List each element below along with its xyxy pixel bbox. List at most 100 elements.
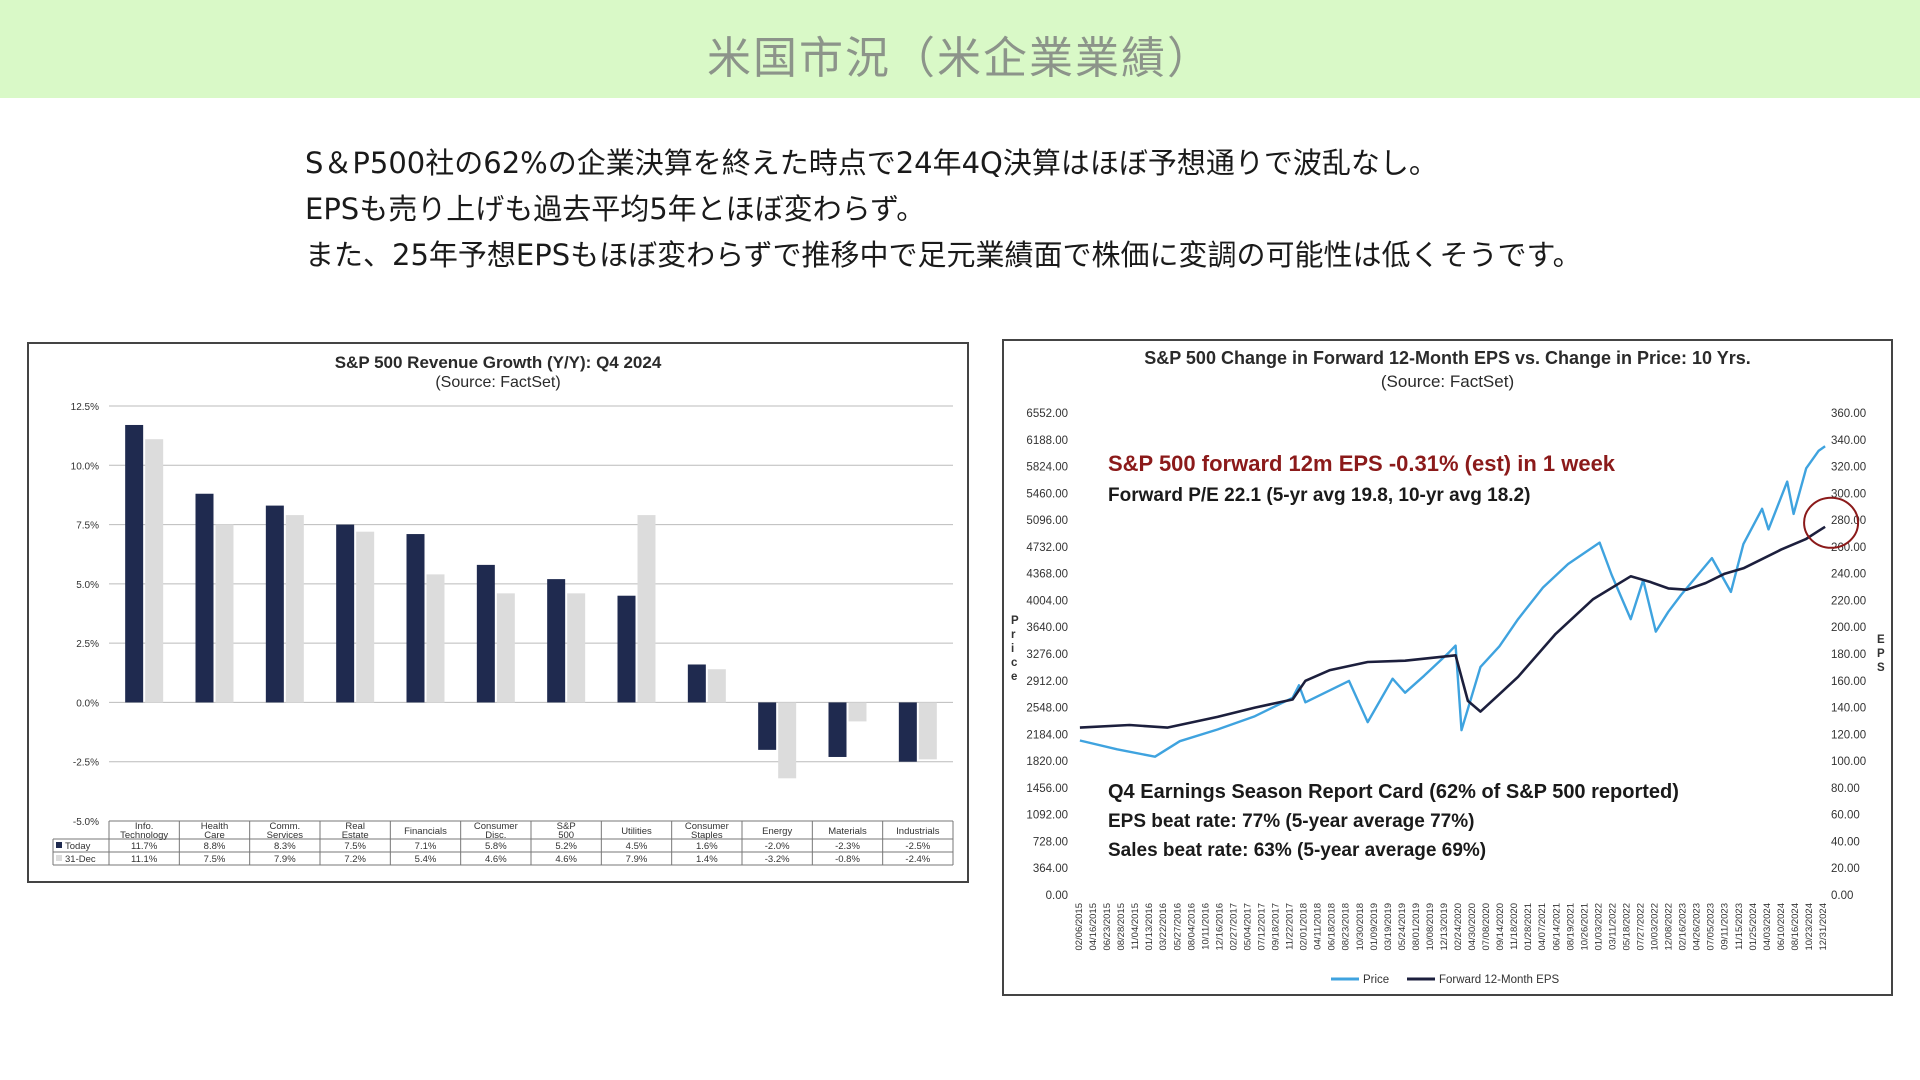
x-tick-label: 08/16/2024 [1790,903,1801,951]
x-tick-label: 11/04/2015 [1130,903,1141,950]
x-tick-label: 09/14/2020 [1495,903,1506,951]
y-tick-label: -2.5% [73,758,99,769]
x-tick-label: 10/08/2019 [1425,903,1436,951]
x-tick-label: 11/18/2020 [1509,903,1520,950]
y-left-axis-title: r [1011,629,1016,641]
x-tick-label: 08/23/2018 [1341,903,1352,951]
category-label: Real [345,821,365,832]
y-tick-label: 0.0% [76,698,99,709]
y-left-tick-label: 4004.00 [1026,595,1068,607]
data-label-dec31: 1.4% [696,854,718,865]
y-right-axis-title: S [1877,662,1885,674]
x-tick-label: 10/03/2022 [1650,903,1661,951]
x-tick-label: 04/16/2015 [1088,903,1099,951]
title-bar: 米国市況（米企業業績） [0,0,1920,98]
data-label-dec31: 5.4% [415,854,437,865]
legend-label-eps: Forward 12-Month EPS [1439,974,1559,986]
y-left-tick-label: 728.00 [1033,836,1068,848]
chart-subtitle: (Source: FactSet) [1381,372,1514,391]
price-line [1079,445,1826,758]
y-right-tick-label: 300.00 [1831,488,1866,500]
summary-line-3: また、25年予想EPSもほぼ変わらずで推移中で足元業績面で株価に変調の可能性は低… [305,238,1582,272]
bar-dec31 [145,439,164,703]
y-right-tick-label: 280.00 [1831,515,1866,527]
bar-today [617,595,636,703]
y-right-tick-label: 0.00 [1831,890,1853,902]
x-tick-label: 01/25/2024 [1748,903,1759,951]
data-label-today: 7.1% [415,841,437,852]
x-tick-label: 12/13/2019 [1439,903,1450,951]
bar-dec31 [567,593,586,703]
revenue-growth-chart: S&P 500 Revenue Growth (Y/Y): Q4 2024 (So… [27,342,969,883]
category-label: Consumer [685,821,729,832]
category-label: Materials [828,826,867,837]
data-label-today: 8.8% [204,841,226,852]
eps-vs-price-chart: S&P 500 Change in Forward 12-Month EPS v… [1002,339,1893,996]
annotation-sales-beat: Sales beat rate: 63% (5-year average 69%… [1108,840,1486,861]
category-label: Disc. [485,830,506,841]
data-label-today: 11.7% [131,841,158,852]
category-label: Comm. [270,821,301,832]
y-right-tick-label: 240.00 [1831,569,1866,581]
x-tick-label: 05/27/2016 [1172,903,1183,951]
page-title: 米国市況（米企業業績） [707,33,1213,84]
x-tick-label: 03/11/2022 [1607,903,1618,950]
bar-today [898,702,917,762]
x-tick-label: 02/06/2015 [1074,903,1085,951]
legend-label-today: Today [65,841,91,852]
y-left-axis-title: c [1011,657,1018,669]
bar-dec31 [707,669,726,703]
bar-dec31 [637,515,656,703]
category-label: Financials [404,826,447,837]
data-label-today: 4.5% [626,841,648,852]
data-label-dec31: 4.6% [485,854,507,865]
x-tick-label: 01/13/2016 [1144,903,1155,951]
y-right-tick-label: 260.00 [1831,542,1866,554]
y-tick-label: 10.0% [71,461,99,472]
legend-label-dec31: 31-Dec [65,854,96,865]
y-tick-label: 7.5% [76,521,99,532]
data-label-dec31: 7.9% [626,854,648,865]
bar-dec31 [426,574,445,703]
data-label-today: 5.2% [555,841,577,852]
y-right-tick-label: 100.00 [1831,756,1866,768]
x-tick-label: 10/26/2021 [1579,903,1590,951]
annotation-pe: Forward P/E 22.1 (5-yr avg 19.8, 10-yr a… [1108,485,1530,506]
category-label: Care [204,830,225,841]
legend-swatch-today [56,842,62,848]
y-left-tick-label: 0.00 [1046,890,1068,902]
y-right-tick-label: 20.00 [1831,863,1860,875]
y-right-tick-label: 40.00 [1831,836,1860,848]
x-tick-label: 06/14/2021 [1551,903,1562,951]
y-left-tick-label: 5824.00 [1026,462,1068,474]
x-tick-label: 08/04/2016 [1186,903,1197,951]
bar-dec31 [778,702,797,779]
x-tick-label: 07/12/2017 [1256,903,1267,951]
eps-vs-price-svg: S&P 500 Change in Forward 12-Month EPS v… [1011,348,1885,986]
data-label-dec31: 11.1% [131,854,158,865]
data-label-dec31: -2.4% [905,854,930,865]
x-tick-label: 08/19/2021 [1565,903,1576,951]
chart-subtitle: (Source: FactSet) [435,374,560,391]
y-right-tick-label: 120.00 [1831,729,1866,741]
category-label: Technology [120,830,168,841]
annotation-eps-beat: EPS beat rate: 77% (5-year average 77%) [1108,811,1474,832]
y-left-axis-title: e [1011,671,1017,683]
eps-line [1079,525,1826,729]
y-left-tick-label: 3276.00 [1026,649,1068,661]
y-left-tick-label: 6552.00 [1026,408,1068,420]
bar-today [336,524,355,703]
y-right-tick-label: 220.00 [1831,595,1866,607]
data-label-today: 5.8% [485,841,507,852]
category-label: Consumer [474,821,518,832]
x-tick-label: 03/22/2016 [1158,903,1169,951]
bar-today [547,579,566,703]
category-label: Services [267,830,304,841]
x-tick-label: 04/30/2020 [1467,903,1478,951]
data-label-dec31: 7.5% [204,854,226,865]
x-tick-label: 11/15/2023 [1734,903,1745,950]
y-right-tick-label: 180.00 [1831,649,1866,661]
x-tick-label: 03/19/2019 [1383,903,1394,951]
x-tick-label: 09/11/2023 [1720,903,1731,950]
bar-today [758,702,777,750]
